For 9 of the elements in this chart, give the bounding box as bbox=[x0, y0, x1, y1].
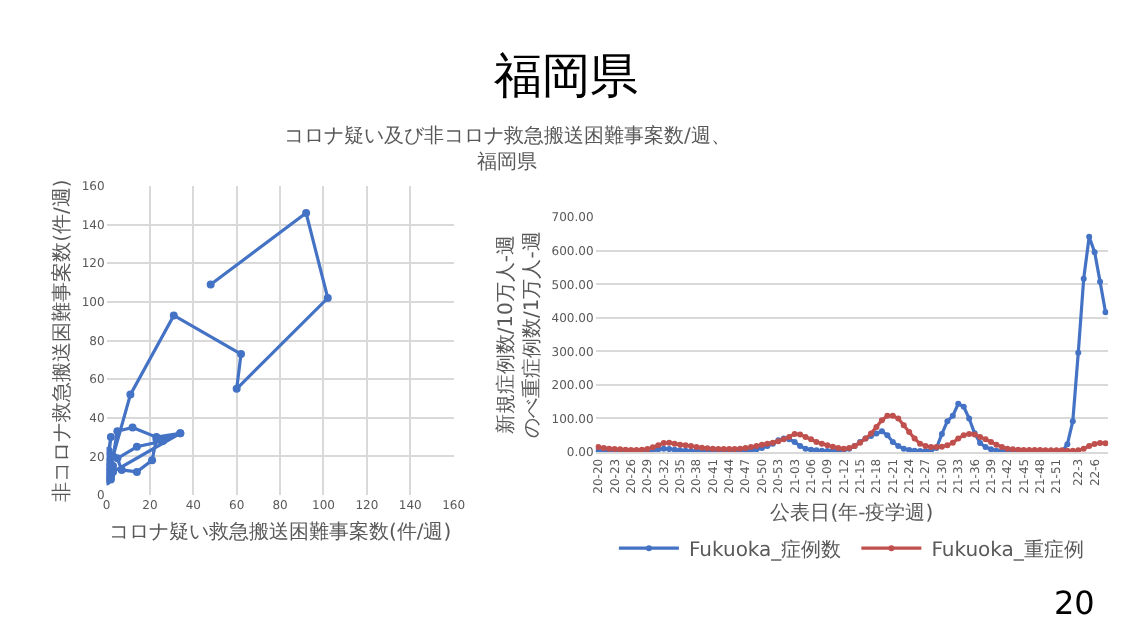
x-axis-title: 公表日(年-疫学週) bbox=[770, 500, 934, 525]
text: 20 bbox=[1054, 584, 1095, 622]
y-axis-title: 非コロナ救急搬送困難事案数(件/週) bbox=[49, 179, 74, 502]
text: 福岡県 bbox=[494, 48, 638, 104]
y-axis-title: 新規症例数/10万人-週のべ重症例数/1万人-週 bbox=[493, 231, 544, 438]
text: コロナ疑い及び非コロナ救急搬送困難事案数/週、福岡県 bbox=[284, 124, 731, 174]
legend-label: Fukuoka_重症例 bbox=[931, 538, 1084, 563]
legend-label: Fukuoka_症例数 bbox=[688, 538, 842, 563]
x-axis-title: コロナ疑い救急搬送困難事案数(件/週) bbox=[108, 520, 452, 545]
